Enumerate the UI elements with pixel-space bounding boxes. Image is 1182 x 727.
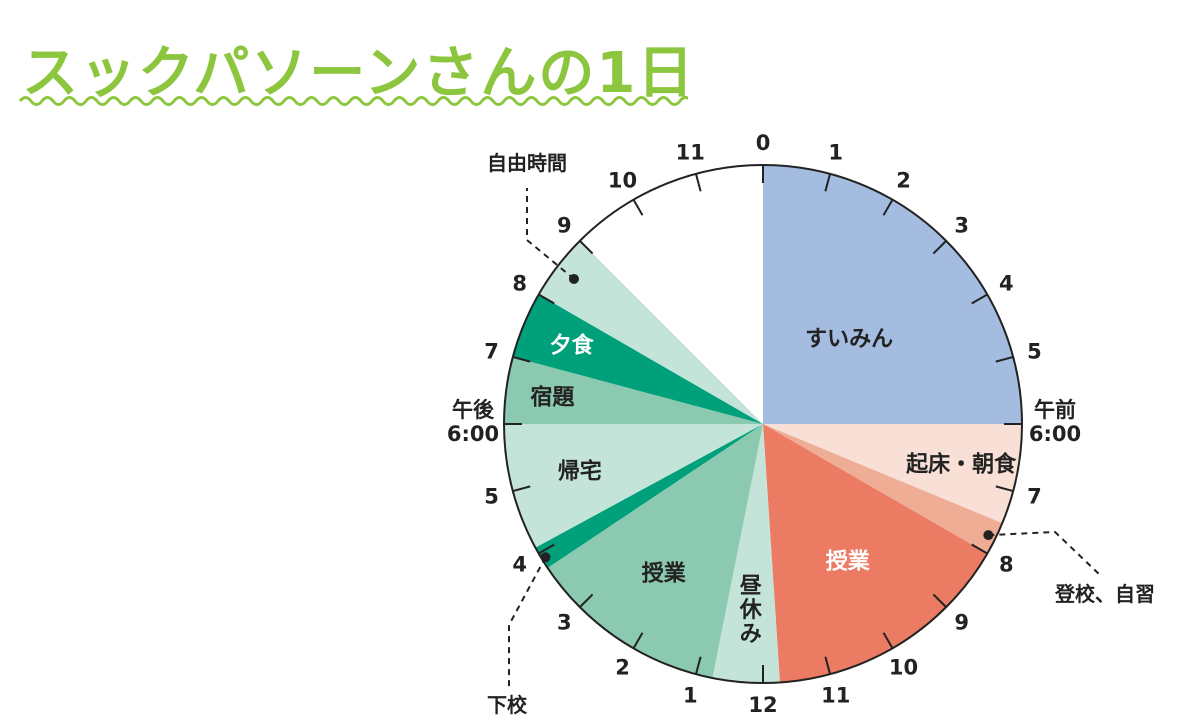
hour-label-19: 7 [484,339,499,363]
pm-six-label-1: 6:00 [447,422,499,446]
pie-slice-0 [763,165,1022,424]
annotation-leader-1 [988,530,1101,576]
hour-label-8: 8 [999,553,1014,577]
hour-tick-15 [579,593,594,608]
hour-tick-23 [694,173,702,192]
pie-slice-5 [547,424,763,679]
hour-tick-16 [538,543,555,555]
pie-segments [503,164,1023,684]
pie-slice-10 [538,240,763,424]
segment-label-4-char-1: 休 [739,598,763,623]
hour-label-4: 4 [999,272,1014,296]
segment-label-8: 宿題 [530,384,575,410]
hour-tick-19 [512,355,531,363]
pie-slice-2 [763,424,1003,554]
hour-tick-17 [512,485,531,493]
hour-tick-1 [824,173,832,192]
hour-label-22: 10 [608,169,637,193]
segment-label-9: 夕食 [550,333,595,359]
title-underline-wave [18,96,688,106]
hour-tick-9 [932,593,947,608]
hour-label-21: 9 [557,213,572,237]
hour-label-1: 1 [828,141,843,165]
segment-label-7: 帰宅 [558,459,602,485]
hour-tick-13 [694,656,702,675]
hour-label-11: 11 [821,683,850,707]
annotation-leader-2 [508,556,547,690]
annotation-label-2: 下校 [487,693,528,717]
hour-tick-20 [538,293,555,305]
hour-label-14: 2 [615,655,630,679]
hour-tick-21 [579,240,594,255]
hour-label-0: 0 [756,131,771,155]
hour-tick-2 [882,199,894,216]
hour-tick-7 [995,485,1014,493]
wave-line [18,96,688,106]
hour-tick-3 [932,240,947,255]
pie-slice-3 [763,424,988,683]
hour-label-9: 9 [954,611,969,635]
pie-slice-7 [504,424,763,548]
segment-label-4-char-0: 昼 [740,574,763,599]
hour-tick-11 [824,656,832,675]
page-title: スックパソーンさんの1日 [22,41,696,106]
annotation-dot-1 [983,530,994,541]
hour-label-13: 1 [683,683,698,707]
segment-label-3: 授業 [826,549,871,574]
hour-label-12: 12 [748,693,777,717]
segment-label-4-char-2: み [740,622,762,647]
hour-ticks [504,165,1022,683]
hour-label-10: 10 [889,655,918,679]
annotation-label-0: 自由時間 [487,151,567,175]
annotation-dot-0 [568,273,579,284]
hour-tick-5 [995,355,1014,363]
hour-tick-10 [882,632,894,649]
pm-six-label-0: 午後 [452,398,495,422]
hour-label-23: 11 [676,141,705,165]
pie-slice-9 [512,294,763,424]
pie-slice-4 [712,424,780,683]
segment-label-0: すいみん [805,327,893,352]
hour-label-3: 3 [954,213,969,237]
annotation-label-1: 登校、自習 [1054,582,1155,606]
hour-label-16: 4 [512,553,527,577]
pie-slice-6 [535,424,763,568]
pie-slice-1 [763,424,1022,524]
hour-tick-4 [971,293,988,305]
hour-label-20: 8 [512,272,527,296]
hour-tick-8 [971,543,988,555]
hour-label-5: 5 [1027,339,1042,363]
hour-tick-14 [632,632,644,649]
hour-label-17: 5 [484,485,499,509]
hour-label-7: 7 [1027,485,1042,509]
am-six-label-0: 午前 [1034,398,1076,422]
annotation-dot-2 [540,552,551,563]
hour-tick-22 [632,199,644,216]
segment-label-5: 授業 [642,562,687,587]
am-six-label-1: 6:00 [1029,422,1081,446]
hour-label-2: 2 [896,169,911,193]
segment-label-1: 起床・朝食 [905,451,1017,477]
pie-slice-8 [504,356,763,424]
hour-label-15: 3 [557,611,572,635]
